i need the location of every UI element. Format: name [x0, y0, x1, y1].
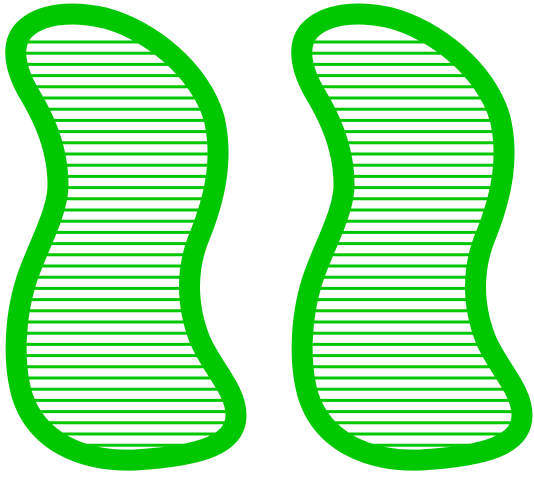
right-kidney-shape: [291, 3, 533, 471]
right-kidney-outline: [291, 3, 533, 471]
left-kidney-outline: [5, 3, 247, 471]
left-kidney-shape: [5, 3, 247, 471]
